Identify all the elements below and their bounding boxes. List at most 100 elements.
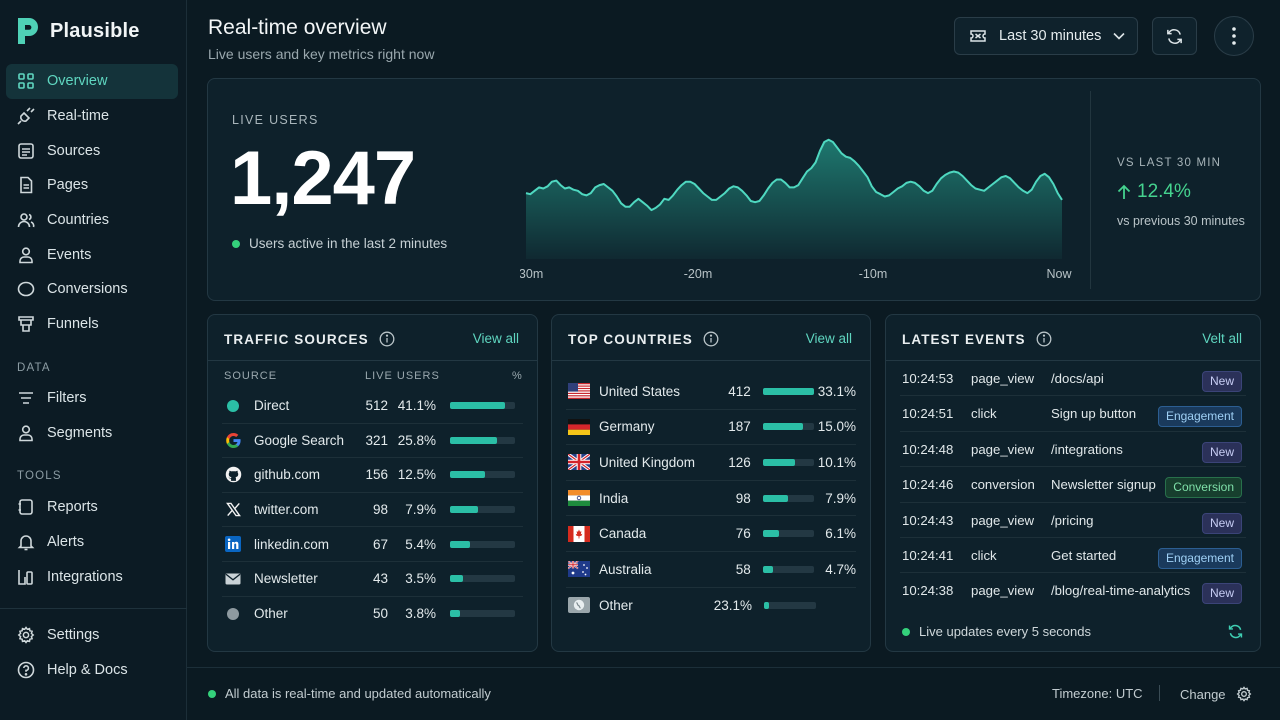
- sidebar-item-settings[interactable]: Settings: [6, 618, 178, 653]
- event-target: /docs/api: [1051, 371, 1104, 386]
- sidebar-item-events[interactable]: Events: [6, 237, 178, 272]
- traffic-sources-panel: TRAFFIC SOURCES View all SOURCE LIVE USE…: [207, 314, 538, 652]
- country-row[interactable]: Australia 58 4.7%: [566, 552, 856, 588]
- event-row[interactable]: 10:24:43 page_view/pricing New: [900, 503, 1246, 538]
- traffic-sources-title: TRAFFIC SOURCES: [224, 331, 395, 347]
- info-icon[interactable]: [379, 331, 395, 347]
- tools-nav: Reports Alerts Integrations: [6, 490, 178, 594]
- change-timezone-button[interactable]: Change: [1180, 686, 1252, 702]
- latest-events-title: LATEST EVENTS: [902, 331, 1052, 347]
- sidebar-item-reports[interactable]: Reports: [6, 490, 178, 525]
- user-icon: [19, 425, 33, 442]
- sidebar-item-filters[interactable]: Filters: [6, 381, 178, 416]
- traffic-source-row[interactable]: Newsletter 43 3.5%: [222, 562, 523, 597]
- traffic-source-row[interactable]: linkedin.com 67 5.4%: [222, 527, 523, 562]
- page-icon: [20, 177, 33, 194]
- country-row[interactable]: Germany 187 15.0%: [566, 410, 856, 446]
- traffic-sources-view-all-link[interactable]: View all: [472, 331, 519, 346]
- event-name: conversion: [971, 477, 1035, 493]
- country-share-bar-fill: [762, 530, 780, 538]
- section-title-tools: TOOLS: [17, 470, 62, 482]
- country-name: Canada: [599, 526, 647, 542]
- column-header-live-users: LIVE USERS: [365, 370, 440, 382]
- source-share-bar-fill: [450, 610, 461, 618]
- sidebar-item-conversions[interactable]: Conversions: [6, 272, 178, 307]
- globe-icon: [568, 596, 590, 614]
- event-row[interactable]: 10:24:51 click Sign up button Engagement: [900, 396, 1246, 432]
- sidebar-item-sources[interactable]: Sources: [6, 133, 178, 168]
- traffic-source-row[interactable]: twitter.com 98 7.9%: [222, 493, 523, 528]
- source-name: github.com: [254, 467, 321, 483]
- refresh-button[interactable]: [1152, 17, 1197, 55]
- event-badge: Engagement: [1157, 548, 1242, 569]
- live-users-description-text: Users active in the last 2 minutes: [249, 236, 448, 251]
- change-timezone-label: Change: [1180, 686, 1226, 702]
- country-name: Australia: [599, 561, 652, 577]
- sidebar-item-integrations[interactable]: Integrations: [6, 559, 178, 594]
- country-live-users: 98: [735, 490, 751, 506]
- country-share-bar-fill: [762, 387, 815, 395]
- source-share-bar: [450, 471, 515, 479]
- event-row[interactable]: 10:24:53 page_view/docs/api New: [900, 361, 1246, 397]
- traffic-source-row[interactable]: github.com 156 12.5%: [222, 458, 523, 493]
- more-vertical-icon: [1232, 27, 1236, 45]
- source-share-bar: [450, 575, 515, 583]
- event-badge: New: [1201, 371, 1242, 392]
- country-name: United States: [599, 383, 681, 399]
- source-name: Other: [254, 606, 288, 622]
- sidebar-item-funnels[interactable]: Funnels: [6, 307, 178, 342]
- country-row[interactable]: Canada 76 6.1%: [566, 516, 856, 552]
- source-share-bar: [450, 610, 515, 618]
- traffic-source-row[interactable]: Other 50 3.8%: [222, 597, 523, 632]
- event-target: Sign up button: [1051, 406, 1137, 422]
- traffic-source-row[interactable]: Direct 512 41.1%: [222, 389, 523, 424]
- x-tick-label: -30m: [520, 267, 543, 281]
- sidebar-item-countries[interactable]: Countries: [6, 203, 178, 238]
- country-share-bar-fill: [764, 601, 770, 609]
- source-share-bar: [450, 402, 515, 410]
- brand[interactable]: Plausible: [16, 16, 140, 46]
- event-row[interactable]: 10:24:41 click Get started Engagement: [900, 538, 1246, 574]
- country-row[interactable]: United Kingdom 126 10.1%: [566, 445, 856, 481]
- live-users-chart: -30m -20m -10m Now: [520, 138, 1072, 281]
- column-header-percent: %: [512, 370, 523, 382]
- event-row[interactable]: 10:24:46 conversion Newsletter signup Conve…: [900, 467, 1246, 503]
- live-updates-status: Live updates every 5 seconds: [902, 624, 1091, 639]
- latest-events-view-all-link[interactable]: Velt all: [1202, 331, 1242, 346]
- user-icon: [19, 247, 33, 264]
- event-target: Newsletter signup: [1051, 477, 1156, 493]
- sidebar-item-pages[interactable]: Pages: [6, 168, 178, 203]
- top-countries-view-all-link[interactable]: View all: [805, 331, 852, 346]
- sidebar-item-label: Pages: [47, 177, 89, 194]
- event-row[interactable]: 10:24:38 page_view/blog/real-time-analyti…: [900, 573, 1246, 608]
- event-target: Get started: [1051, 548, 1117, 563]
- traffic-source-row[interactable]: Google Search 321 25.8%: [222, 424, 523, 459]
- event-badge: Engagement: [1157, 406, 1242, 428]
- country-row[interactable]: United States 412 33.1%: [566, 374, 856, 410]
- sidebar-item-help[interactable]: Help & Docs: [6, 653, 178, 688]
- sidebar-item-segments[interactable]: Segments: [6, 416, 178, 451]
- sidebar-item-label: Alerts: [47, 534, 85, 551]
- info-icon[interactable]: [1036, 331, 1052, 347]
- country-percent: 23.1%: [713, 597, 752, 613]
- sidebar-item-real-time[interactable]: Real-time: [6, 99, 178, 134]
- country-row[interactable]: Other 23.1%: [566, 588, 856, 624]
- ca-flag-icon: [568, 525, 590, 543]
- country-percent: 6.1%: [825, 526, 856, 542]
- source-percent: 25.8%: [397, 432, 436, 448]
- country-name: Germany: [599, 419, 655, 435]
- info-icon[interactable]: [703, 331, 719, 347]
- direct-dot-icon: [224, 397, 242, 415]
- source-live-users: 321: [365, 432, 388, 448]
- sidebar-item-overview[interactable]: Overview: [6, 64, 178, 99]
- more-options-button[interactable]: [1214, 16, 1254, 56]
- event-row[interactable]: 10:24:48 page_view/integrations New: [900, 432, 1246, 468]
- source-live-users: 43: [372, 571, 388, 587]
- x-tick-label: Now: [1046, 267, 1072, 281]
- country-row[interactable]: India 98 7.9%: [566, 481, 856, 517]
- time-range-select[interactable]: Last 30 minutes: [954, 17, 1138, 55]
- traffic-sources-title-text: TRAFFIC SOURCES: [224, 331, 369, 347]
- refresh-icon[interactable]: [1227, 623, 1244, 640]
- sidebar-item-alerts[interactable]: Alerts: [6, 525, 178, 560]
- source-share-bar-fill: [450, 402, 506, 410]
